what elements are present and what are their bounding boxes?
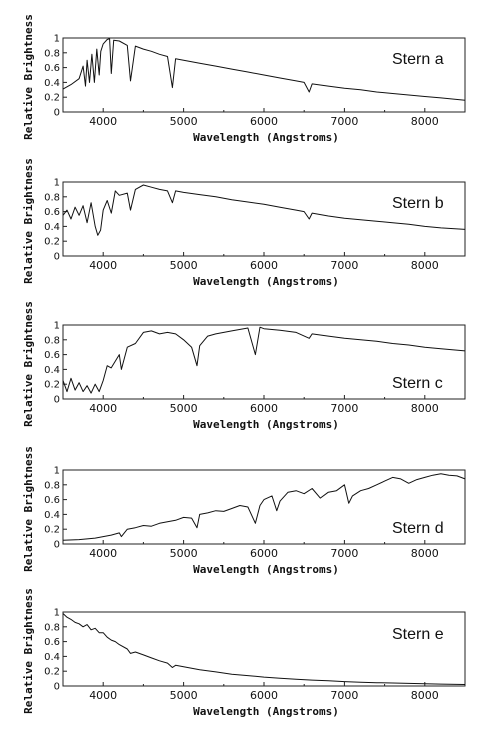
x-tick-label: 7000 bbox=[330, 547, 358, 560]
x-tick-label: 7000 bbox=[330, 689, 358, 702]
x-tick-label: 4000 bbox=[89, 115, 117, 128]
spectrum-line bbox=[62, 38, 466, 101]
x-tick-label: 5000 bbox=[170, 689, 198, 702]
y-tick-label: 0.6 bbox=[44, 207, 60, 218]
x-tick-label: 5000 bbox=[170, 402, 198, 415]
y-tick-label: 0.6 bbox=[44, 637, 60, 648]
y-tick-label: 0.8 bbox=[44, 622, 60, 633]
y-tick-label: 0.4 bbox=[44, 78, 60, 89]
spectrum-line bbox=[62, 184, 466, 236]
x-tick-label: 4000 bbox=[89, 547, 117, 560]
y-tick-label: 0.2 bbox=[44, 667, 60, 678]
y-tick-label: 0 bbox=[54, 252, 60, 263]
y-axis-label: Relative Brightness bbox=[22, 158, 35, 284]
y-tick-label: 0.6 bbox=[44, 350, 60, 361]
spectrum-line bbox=[62, 473, 466, 541]
y-tick-label: 0.4 bbox=[44, 365, 60, 376]
y-tick-label: 0.8 bbox=[44, 192, 60, 203]
y-tick-label: 0 bbox=[54, 395, 60, 406]
x-axis-label: Wavelength (Angstroms) bbox=[193, 418, 339, 431]
spectrum-line bbox=[62, 613, 466, 685]
x-tick-label: 4000 bbox=[89, 689, 117, 702]
panel-stern-a: 0 0.2 0.4 0.6 0.8 1 4000 5000 6000 7000 8000 Wavele… bbox=[22, 14, 466, 144]
x-tick-label: 6000 bbox=[250, 689, 278, 702]
y-tick-label: 0.6 bbox=[44, 63, 60, 74]
y-tick-label: 1 bbox=[54, 466, 60, 477]
y-tick-label: 1 bbox=[54, 608, 60, 619]
x-axis-label: Wavelength (Angstroms) bbox=[193, 563, 339, 576]
x-tick-label: 5000 bbox=[170, 547, 198, 560]
panel-stern-e: 0 0.2 0.4 0.6 0.8 1 4000 5000 6000 7000 8000 Wavele… bbox=[22, 588, 466, 718]
x-tick-label: 7000 bbox=[330, 115, 358, 128]
y-tick-label: 1 bbox=[54, 321, 60, 332]
x-tick-label: 8000 bbox=[411, 402, 439, 415]
y-axis-label: Relative Brightness bbox=[22, 446, 35, 572]
y-tick-label: 0 bbox=[54, 108, 60, 119]
y-tick-label: 0.8 bbox=[44, 480, 60, 491]
y-tick-label: 1 bbox=[54, 178, 60, 189]
star-name-label: Stern b bbox=[392, 195, 444, 212]
y-tick-label: 0.2 bbox=[44, 525, 60, 536]
spectrum-line bbox=[62, 326, 466, 394]
x-tick-label: 6000 bbox=[250, 259, 278, 272]
y-tick-label: 0 bbox=[54, 540, 60, 551]
y-axis-label: Relative Brightness bbox=[22, 14, 35, 140]
x-tick-label: 6000 bbox=[250, 115, 278, 128]
x-tick-label: 7000 bbox=[330, 259, 358, 272]
panel-stern-c: 0 0.2 0.4 0.6 0.8 1 4000 5000 6000 7000 8000 Wavele… bbox=[22, 301, 466, 431]
plot-frame bbox=[62, 611, 466, 687]
x-tick-label: 8000 bbox=[411, 547, 439, 560]
x-tick-label: 8000 bbox=[411, 689, 439, 702]
panel-stern-b: 0 0.2 0.4 0.6 0.8 1 4000 5000 6000 7000 8000 Wavele… bbox=[22, 158, 466, 288]
x-axis-label: Wavelength (Angstroms) bbox=[193, 131, 339, 144]
y-tick-label: 1 bbox=[54, 34, 60, 45]
y-tick-label: 0.6 bbox=[44, 495, 60, 506]
plot-frame bbox=[62, 181, 466, 257]
x-tick-label: 4000 bbox=[89, 402, 117, 415]
y-tick-label: 0.2 bbox=[44, 237, 60, 248]
y-axis-label: Relative Brightness bbox=[22, 588, 35, 714]
y-tick-label: 0.2 bbox=[44, 93, 60, 104]
y-tick-label: 0.4 bbox=[44, 652, 60, 663]
y-tick-label: 0.2 bbox=[44, 380, 60, 391]
star-name-label: Stern e bbox=[392, 626, 444, 643]
x-axis-label: Wavelength (Angstroms) bbox=[193, 275, 339, 288]
panel-stern-d: 0 0.2 0.4 0.6 0.8 1 4000 5000 6000 7000 8000 Wavele… bbox=[22, 446, 466, 576]
y-tick-label: 0.8 bbox=[44, 335, 60, 346]
y-tick-label: 0.4 bbox=[44, 510, 60, 521]
x-tick-label: 7000 bbox=[330, 402, 358, 415]
y-tick-label: 0.8 bbox=[44, 48, 60, 59]
y-tick-label: 0 bbox=[54, 682, 60, 693]
star-name-label: Stern a bbox=[392, 51, 444, 68]
x-tick-label: 6000 bbox=[250, 402, 278, 415]
x-tick-label: 8000 bbox=[411, 259, 439, 272]
x-tick-label: 5000 bbox=[170, 259, 198, 272]
star-name-label: Stern c bbox=[392, 375, 443, 392]
y-axis-label: Relative Brightness bbox=[22, 301, 35, 427]
x-tick-label: 5000 bbox=[170, 115, 198, 128]
x-tick-label: 6000 bbox=[250, 547, 278, 560]
star-name-label: Stern d bbox=[392, 520, 444, 537]
x-axis-label: Wavelength (Angstroms) bbox=[193, 705, 339, 718]
x-tick-label: 4000 bbox=[89, 259, 117, 272]
y-tick-label: 0.4 bbox=[44, 222, 60, 233]
x-tick-label: 8000 bbox=[411, 115, 439, 128]
